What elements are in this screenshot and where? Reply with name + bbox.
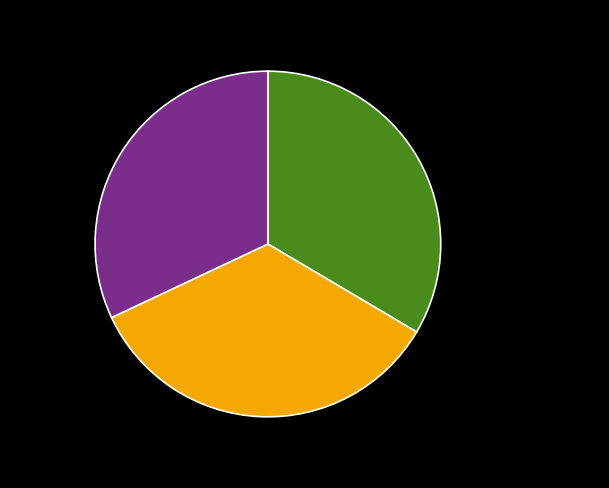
Wedge shape bbox=[95, 71, 268, 318]
Wedge shape bbox=[268, 71, 441, 332]
Wedge shape bbox=[111, 244, 417, 417]
